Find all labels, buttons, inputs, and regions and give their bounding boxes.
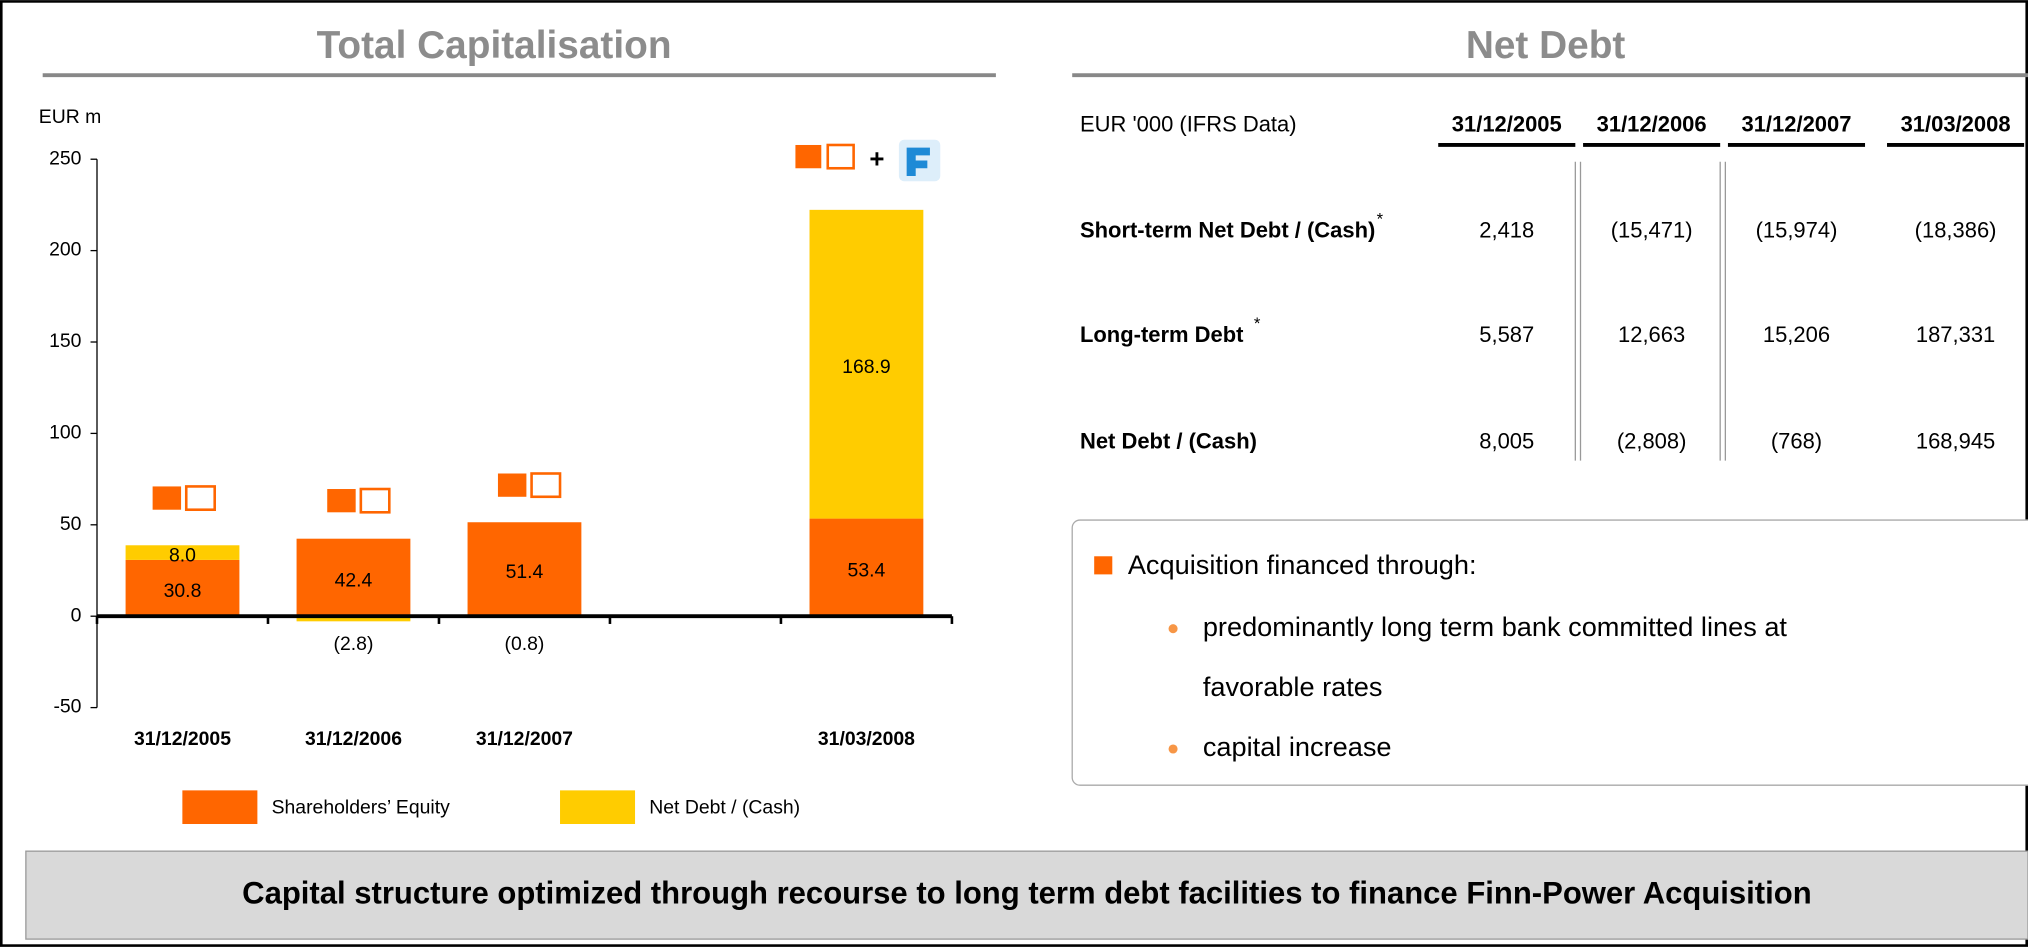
table-cell: (18,386) xyxy=(1915,217,1997,242)
legend-swatch xyxy=(182,790,258,825)
y-tick-label: -50 xyxy=(53,696,81,718)
table-cell: (15,471) xyxy=(1611,217,1693,242)
x-tick-label: 31/12/2005 xyxy=(134,728,231,750)
legend-swatch xyxy=(560,790,636,825)
legend-label: Net Debt / (Cash) xyxy=(649,797,800,819)
value-label: 42.4 xyxy=(335,569,373,591)
table-cell: (15,974) xyxy=(1756,217,1838,242)
table-title: Net Debt xyxy=(1466,24,1626,67)
table-cell: (768) xyxy=(1771,428,1822,453)
y-tick-label: 50 xyxy=(60,513,82,535)
table-header: EUR '000 (IFRS Data) xyxy=(1080,111,1297,136)
row-note: * xyxy=(1377,209,1384,228)
footer-text: Capital structure optimized through reco… xyxy=(242,875,1812,910)
value-label: 53.4 xyxy=(848,559,886,581)
bullet-dot xyxy=(1168,744,1178,754)
x-tick-label: 31/12/2006 xyxy=(305,728,402,750)
logo: + xyxy=(152,139,941,514)
value-label: (2.8) xyxy=(334,633,374,655)
value-label: 51.4 xyxy=(506,561,544,583)
row-note: * xyxy=(1254,314,1261,333)
value-label: (0.8) xyxy=(505,633,545,655)
bar-segment xyxy=(296,538,411,617)
y-tick-label: 0 xyxy=(71,604,82,626)
bullet-text: capital increase xyxy=(1203,731,1392,762)
y-tick-label: 150 xyxy=(49,330,82,352)
bar-segment xyxy=(296,616,411,622)
y-tick-label: 100 xyxy=(49,422,82,444)
box-icon xyxy=(1094,556,1113,575)
table-header: 31/12/2007 xyxy=(1742,111,1852,136)
table-cell: 12,663 xyxy=(1618,322,1685,347)
svg-text:+: + xyxy=(869,145,884,173)
box-heading: Acquisition financed through: xyxy=(1128,549,1477,580)
legend-label: Shareholders’ Equity xyxy=(272,797,451,819)
table-cell: 168,945 xyxy=(1916,428,1995,453)
table-cell: 187,331 xyxy=(1916,322,1995,347)
table-cell: 2,418 xyxy=(1479,217,1534,242)
table-header: 31/12/2005 xyxy=(1452,111,1562,136)
y-axis-label: EUR m xyxy=(39,106,101,128)
bullet-text: predominantly long term bank committed l… xyxy=(1203,611,1788,642)
text-box xyxy=(1071,519,2028,786)
row-label: Long-term Debt xyxy=(1080,322,1244,347)
x-tick-label: 31/12/2007 xyxy=(476,728,573,750)
bar-segment xyxy=(809,518,924,617)
row-label: Short-term Net Debt / (Cash) xyxy=(1080,217,1375,242)
bar-segment xyxy=(125,559,240,617)
chart-title: Total Capitalisation xyxy=(317,24,672,67)
value-label: 168.9 xyxy=(842,356,891,378)
y-tick-label: 250 xyxy=(49,147,82,169)
bar-segment xyxy=(467,522,582,617)
table-cell: (2,808) xyxy=(1617,428,1687,453)
bar-segment xyxy=(125,545,240,560)
y-tick-label: 200 xyxy=(49,239,82,261)
value-label: 8.0 xyxy=(169,545,196,567)
row-label: Net Debt / (Cash) xyxy=(1080,428,1257,453)
table-cell: 5,587 xyxy=(1479,322,1534,347)
table-cell: 15,206 xyxy=(1763,322,1830,347)
value-label: 30.8 xyxy=(164,580,202,602)
table-header: 31/03/2008 xyxy=(1901,111,2011,136)
footer-banner xyxy=(25,850,2028,940)
bar-segment xyxy=(809,209,924,519)
table-header: 31/12/2006 xyxy=(1597,111,1707,136)
x-tick-label: 31/03/2008 xyxy=(818,728,915,750)
bullet-dot xyxy=(1168,624,1178,634)
bullet-text: favorable rates xyxy=(1203,671,1383,702)
table-cell: 8,005 xyxy=(1479,428,1534,453)
